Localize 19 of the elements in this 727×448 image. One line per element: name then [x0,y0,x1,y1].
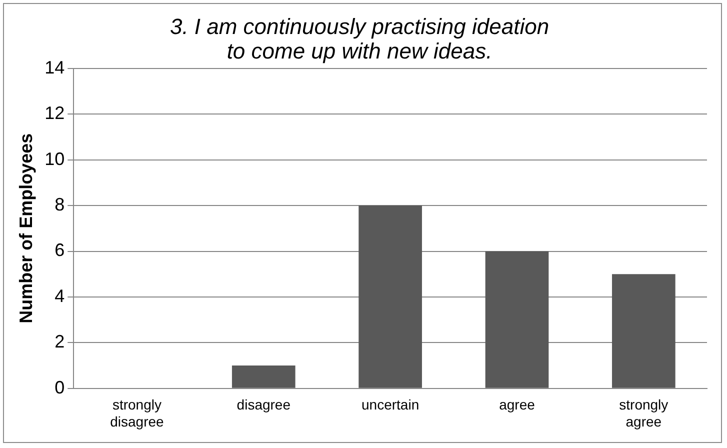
y-tick-label: 8 [54,194,65,215]
y-axis-title: Number of Employees [16,133,36,324]
x-tick-label: strongly agree [619,396,668,430]
x-tick-label: uncertain [362,396,420,413]
bar [358,206,422,388]
bar [612,274,676,388]
y-tick-label: 4 [54,286,65,306]
y-tick-label: 2 [54,332,65,352]
x-tick-label: strongly disagree [110,396,164,430]
y-tick-label: 12 [44,103,65,124]
x-tick-label: disagree [236,396,291,413]
bar [485,251,549,388]
y-tick-label: 14 [44,57,65,78]
chart-title: 3. I am continuously practising ideation to come up with new ideas. [170,14,550,64]
y-tick-label: 0 [54,377,65,398]
bar [232,366,296,388]
x-tick-label: agree [499,396,536,413]
y-tick-label: 6 [54,240,65,260]
y-tick-label: 10 [44,148,65,169]
